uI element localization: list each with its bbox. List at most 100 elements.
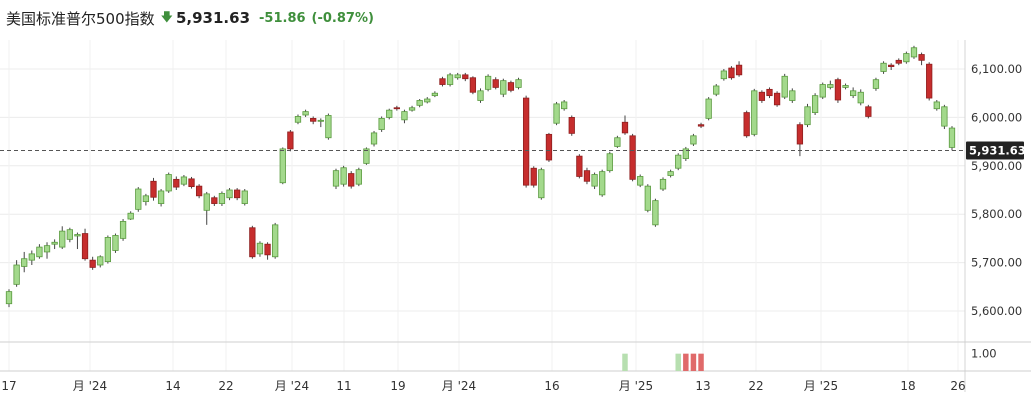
candle-body [515,79,522,88]
candle-body [180,176,188,185]
candle-body [332,170,340,187]
x-tick-label: 月 '24 [73,379,107,393]
x-tick-label: 19 [390,379,405,393]
candle-body [804,106,811,126]
candle-body [842,85,849,88]
price-change: -51.86 [259,10,306,26]
volume-bar [698,353,704,371]
candle-body [173,178,180,188]
x-tick-label: 26 [950,379,965,393]
x-tick-label: 14 [165,379,180,393]
candle-body [484,75,492,90]
candle-body [827,84,834,88]
candle-body [234,189,241,199]
volume-bar [683,353,689,371]
candle-body [614,137,621,147]
candle-body [637,176,644,186]
candle-body [363,148,370,164]
candle-body [553,103,560,124]
candle-body [705,98,712,119]
candle-body [378,117,385,130]
candle-body [576,155,583,177]
candle-body [948,127,956,148]
x-tick-label: 18 [900,379,915,393]
y-tick-label: 5,700.00 [971,256,1022,270]
candle-body [127,212,134,220]
candle-body [888,64,895,68]
chart-header: 美国标准普尔500指数 🡇 5,931.63 -51.86 (-0.87%) [6,6,374,30]
candle-body [416,100,423,106]
candle-body [697,124,705,127]
volume-bar [690,353,697,371]
candle-body [218,192,226,204]
y-tick-label: 5,900.00 [971,159,1022,173]
candle-body [28,253,35,261]
candle-body [401,111,408,121]
candle-body [606,153,613,172]
candle-body [408,107,416,111]
candle-body [720,70,727,80]
x-tick-label: 17 [1,379,16,393]
candle-body [941,106,948,127]
volume-bar [622,353,628,371]
candle-body [500,80,507,95]
candle-body [910,47,918,58]
candle-body [849,90,857,97]
candle-body [933,101,940,110]
candle-body [188,178,195,188]
x-tick-label: 22 [748,379,763,393]
candle-body [211,197,218,204]
candle-body [599,171,606,196]
candle-body [652,200,659,226]
candle-body [203,193,210,211]
candle-body [758,91,766,101]
candle-body [735,64,743,76]
candle-body [583,170,591,182]
candle-body [872,79,880,89]
candle-body [713,85,720,95]
candle-body [667,171,674,176]
candle-body [507,82,515,91]
y-tick-label: 6,100.00 [971,62,1022,76]
last-price-label: 5,931.63 [969,144,1026,158]
candle-body [629,135,636,180]
candle-body [773,92,781,106]
candle-body [256,242,264,255]
candle-body [66,229,73,240]
candle-body [112,235,119,251]
candle-body [454,74,461,79]
x-tick-label: 11 [336,379,351,393]
candle-body [903,53,910,63]
candle-body [279,148,286,184]
candle-body [926,63,933,99]
candle-body [561,101,568,110]
x-tick-label: 月 '25 [804,379,838,393]
candle-body [157,190,165,204]
candle-body [682,148,689,159]
candle-body [918,54,925,61]
last-price-tag [966,141,1024,160]
candle-body [880,62,887,72]
candle-body [370,132,378,145]
candle-body [89,259,96,268]
x-tick-label: 月 '24 [442,379,476,393]
candle-body [13,264,20,285]
candle-body [21,258,28,267]
candle-body [302,111,309,116]
candle-body [355,169,362,185]
candle-body [386,109,393,118]
candle-body [135,188,142,210]
volume-tick-label: 1.00 [971,347,997,361]
candle-body [743,112,750,137]
current-price: 5,931.63 [175,9,251,27]
candle-body [195,185,203,197]
candle-body [530,167,537,186]
candle-body [241,190,248,204]
candle-body [819,84,826,98]
candle-body [74,234,81,237]
candle-body [5,291,13,305]
candle-body [310,117,317,122]
candle-body [249,227,256,258]
candle-body [751,90,758,135]
